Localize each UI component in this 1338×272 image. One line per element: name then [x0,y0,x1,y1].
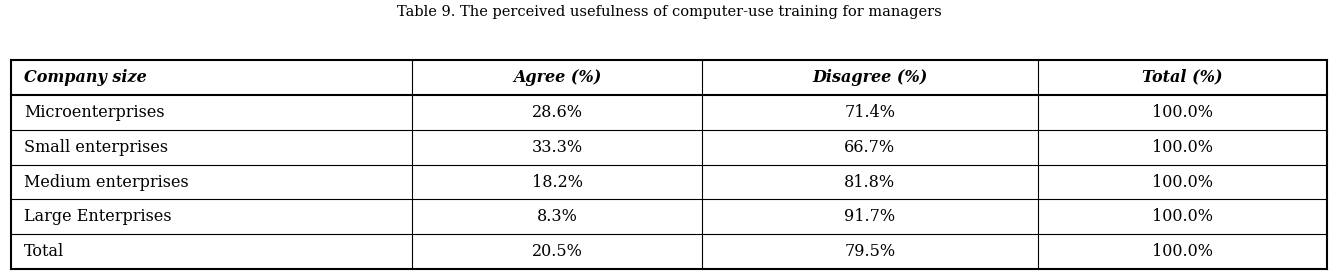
Text: 91.7%: 91.7% [844,208,895,225]
Text: 66.7%: 66.7% [844,139,895,156]
Text: 8.3%: 8.3% [537,208,578,225]
Text: 79.5%: 79.5% [844,243,895,260]
Text: Small enterprises: Small enterprises [24,139,169,156]
Text: Total (%): Total (%) [1143,69,1223,86]
Text: 20.5%: 20.5% [531,243,582,260]
Text: 18.2%: 18.2% [531,174,582,190]
Text: Microenterprises: Microenterprises [24,104,165,121]
Text: 100.0%: 100.0% [1152,243,1214,260]
Text: Large Enterprises: Large Enterprises [24,208,171,225]
Text: 100.0%: 100.0% [1152,208,1214,225]
Text: 71.4%: 71.4% [844,104,895,121]
Text: 100.0%: 100.0% [1152,139,1214,156]
Text: Medium enterprises: Medium enterprises [24,174,189,190]
Text: Total: Total [24,243,64,260]
Text: 100.0%: 100.0% [1152,104,1214,121]
Text: Disagree (%): Disagree (%) [812,69,927,86]
Text: 81.8%: 81.8% [844,174,895,190]
Text: 28.6%: 28.6% [531,104,582,121]
Text: 100.0%: 100.0% [1152,174,1214,190]
Text: Company size: Company size [24,69,147,86]
Text: Agree (%): Agree (%) [512,69,601,86]
Text: Table 9. The perceived usefulness of computer-use training for managers: Table 9. The perceived usefulness of com… [396,5,942,19]
Text: 33.3%: 33.3% [531,139,582,156]
